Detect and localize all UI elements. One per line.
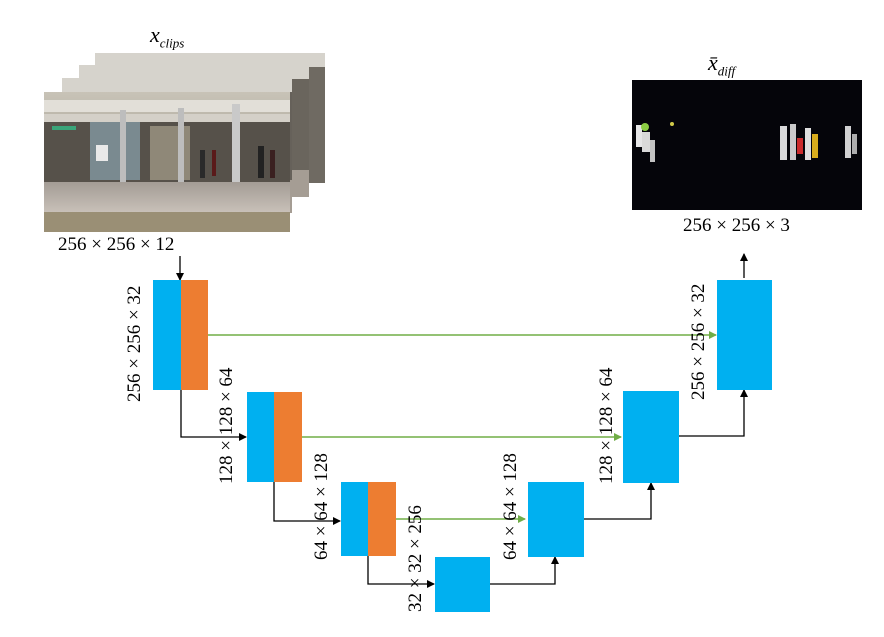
input-dims-label: 256 × 256 × 12 — [58, 234, 175, 255]
flow-arrows — [176, 253, 748, 588]
input-clip-stack — [44, 53, 325, 232]
enc1-dims-label: 256 × 256 × 32 — [124, 285, 145, 402]
enc2-dims-label: 128 × 128 × 64 — [216, 367, 237, 484]
dec1-dims-label: 256 × 256 × 32 — [688, 283, 709, 400]
enc2-skip-block — [274, 392, 302, 482]
enc2-to-enc3-arrow — [273, 482, 341, 525]
enc3-conv-block — [341, 482, 368, 556]
output-title: x̄diff — [708, 50, 736, 79]
enc1-skip-block — [181, 280, 208, 390]
output-dims-label: 256 × 256 × 3 — [683, 215, 790, 236]
dec2-dims-label: 128 × 128 × 64 — [596, 367, 617, 484]
enc1-conv-block — [153, 280, 181, 390]
bottleneck-to-dec3-arrow — [490, 556, 559, 585]
bottleneck-block — [435, 557, 490, 612]
dec3-to-dec2-arrow — [584, 482, 655, 520]
encoder-blocks — [153, 280, 396, 556]
output-diff-image — [632, 80, 862, 210]
enc3-to-bottleneck-arrow — [367, 556, 435, 588]
dec2-block — [623, 391, 679, 483]
dec3-dims-label: 64 × 64 × 128 — [500, 453, 521, 560]
decoder-blocks — [528, 280, 772, 557]
enc3-skip-block — [368, 482, 396, 556]
input-title: xclips — [150, 22, 185, 51]
clip-frame-1 — [44, 92, 290, 232]
enc2-conv-block — [247, 392, 274, 482]
dec3-block — [528, 482, 584, 557]
enc1-to-enc2-arrow — [180, 390, 247, 441]
dec2-to-dec1-arrow — [679, 389, 748, 437]
dec1-block — [717, 280, 772, 390]
skip-connections — [208, 331, 717, 523]
enc3-dims-label: 64 × 64 × 128 — [311, 453, 332, 560]
bottleneck-dims-label: 32 × 32 × 256 — [405, 505, 426, 612]
